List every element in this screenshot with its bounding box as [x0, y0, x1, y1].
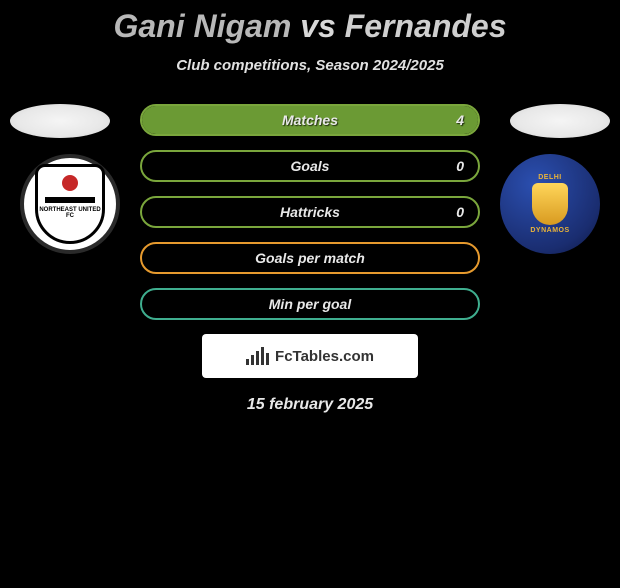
- bar-icon-segment: [251, 355, 254, 365]
- comparison-title: Gani Nigam vs Fernandes: [0, 8, 620, 45]
- stat-value-right: 0: [456, 204, 464, 220]
- club-badge-left-dot: [62, 175, 78, 191]
- compare-area: NORTHEAST UNITED FC DELHI DYNAMOS Matche…: [0, 104, 620, 320]
- bar-icon-segment: [246, 359, 249, 365]
- bar-icon-segment: [256, 351, 259, 365]
- stat-label: Hattricks: [280, 204, 340, 220]
- club-badge-left: NORTHEAST UNITED FC: [20, 154, 120, 254]
- club-badge-left-shield: NORTHEAST UNITED FC: [35, 164, 105, 244]
- player1-photo: [10, 104, 110, 138]
- player1-name: Gani Nigam: [113, 8, 291, 44]
- stat-row: Goals per match: [140, 242, 480, 274]
- date-label: 15 february 2025: [0, 396, 620, 414]
- vs-label: vs: [300, 8, 336, 44]
- club-badge-left-stripe: [45, 197, 95, 203]
- club-badge-right-shield: [532, 183, 568, 225]
- stat-row: Matches 4: [140, 104, 480, 136]
- club-badge-right-inner: DELHI DYNAMOS: [518, 166, 582, 242]
- club-badge-right: DELHI DYNAMOS: [500, 154, 600, 254]
- stat-row: Goals 0: [140, 150, 480, 182]
- fctables-logo: FcTables.com: [202, 334, 418, 378]
- club-badge-left-text: NORTHEAST UNITED FC: [38, 207, 102, 219]
- stat-value-right: 4: [456, 112, 464, 128]
- bar-icon-segment: [266, 353, 269, 365]
- stat-label: Min per goal: [269, 296, 351, 312]
- club-badge-right-text-top: DELHI: [538, 174, 562, 181]
- stat-label: Goals: [291, 158, 330, 174]
- subtitle: Club competitions, Season 2024/2025: [0, 57, 620, 74]
- player2-name: Fernandes: [345, 8, 507, 44]
- bar-icon-segment: [261, 347, 264, 365]
- stat-row: Hattricks 0: [140, 196, 480, 228]
- stat-label: Matches: [282, 112, 338, 128]
- stat-label: Goals per match: [255, 250, 365, 266]
- fctables-bars-icon: [246, 347, 269, 365]
- player2-photo: [510, 104, 610, 138]
- stat-row: Min per goal: [140, 288, 480, 320]
- stats-container: Matches 4 Goals 0 Hattricks 0 Goals per match M…: [140, 104, 480, 320]
- club-badge-right-text-bot: DYNAMOS: [530, 227, 569, 234]
- fctables-text: FcTables.com: [275, 348, 374, 365]
- stat-value-right: 0: [456, 158, 464, 174]
